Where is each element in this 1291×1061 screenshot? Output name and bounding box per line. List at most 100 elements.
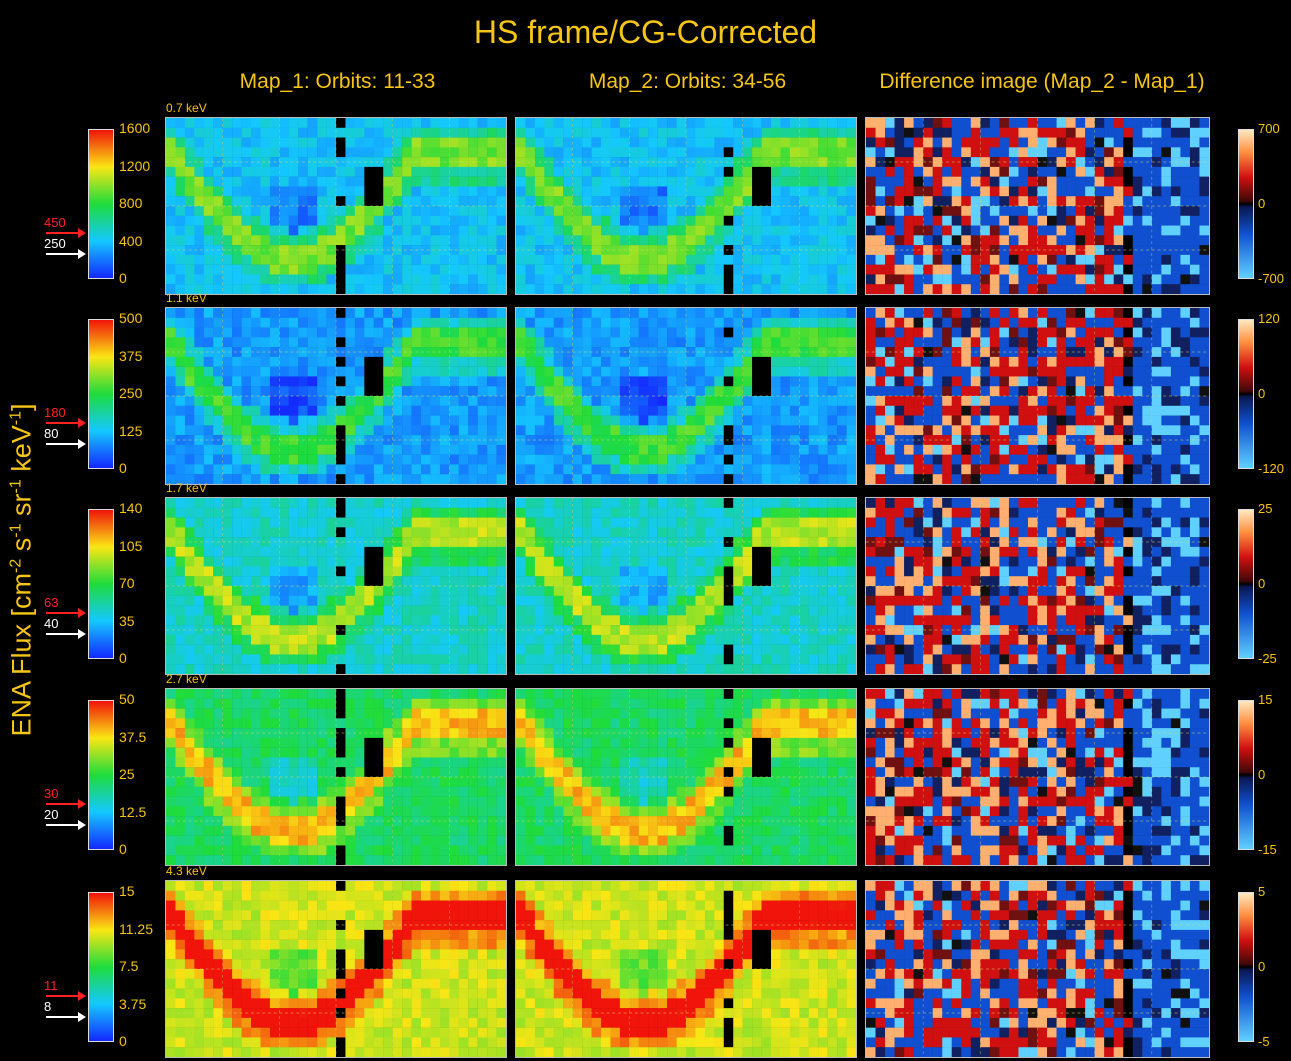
colorbar-tick-label: 500 bbox=[119, 310, 143, 326]
column-header-map1: Map_1: Orbits: 11-33 bbox=[239, 70, 436, 93]
map1-panel bbox=[165, 497, 507, 675]
difference-tick-label: -15 bbox=[1258, 842, 1277, 857]
colorbar-tick-label: 375 bbox=[119, 347, 143, 364]
red-threshold-marker: 11 bbox=[44, 978, 58, 993]
difference-tick-label: -25 bbox=[1258, 651, 1277, 666]
difference-tick-label: 0 bbox=[1258, 386, 1266, 401]
colorbar-tick-label: 0 bbox=[119, 1033, 127, 1049]
sky-map-image bbox=[166, 881, 506, 1057]
red-arrow-icon bbox=[46, 228, 86, 238]
red-threshold-marker: 180 bbox=[44, 405, 66, 420]
colorbar-tick-label: 0 bbox=[119, 270, 127, 286]
red-arrow-icon bbox=[46, 418, 86, 428]
sky-map-image bbox=[516, 308, 856, 484]
difference-tick-label: 120 bbox=[1258, 311, 1280, 326]
column-header-map2: Map_2: Orbits: 34-56 bbox=[588, 70, 787, 93]
difference-tick-label: -120 bbox=[1258, 461, 1285, 476]
difference-tick-label: 0 bbox=[1258, 767, 1266, 782]
white-arrow-icon bbox=[46, 629, 86, 639]
difference-colorbar bbox=[1238, 319, 1254, 469]
figure-title: HS frame/CG-Corrected bbox=[473, 14, 818, 50]
colorbar-tick-label: 105 bbox=[119, 537, 143, 554]
sky-map-image bbox=[516, 689, 856, 865]
flux-colorbar bbox=[88, 509, 114, 659]
difference-tick-label: 0 bbox=[1258, 959, 1266, 974]
sky-map-image bbox=[866, 689, 1209, 865]
sky-map-image bbox=[166, 689, 506, 865]
difference-tick-label: -5 bbox=[1258, 1034, 1270, 1049]
difference-map-panel bbox=[865, 307, 1210, 485]
difference-tick-label: -700 bbox=[1258, 271, 1285, 286]
difference-tick-label: 25 bbox=[1258, 501, 1273, 516]
white-arrow-icon bbox=[46, 1012, 86, 1022]
red-threshold-marker: 30 bbox=[44, 786, 59, 801]
sky-map-image bbox=[166, 118, 506, 294]
difference-tick-label: 15 bbox=[1258, 692, 1273, 707]
sky-map-image bbox=[866, 498, 1209, 674]
colorbar-tick-label: 70 bbox=[119, 575, 135, 591]
sky-map-image bbox=[516, 118, 856, 294]
white-arrow-icon bbox=[46, 439, 86, 449]
colorbar-tick-label: 3.75 bbox=[119, 995, 147, 1012]
white-threshold-marker: 8 bbox=[44, 999, 52, 1014]
sky-map-image bbox=[866, 308, 1209, 484]
colorbar-tick-label: 35 bbox=[119, 612, 135, 629]
map1-panel bbox=[165, 307, 507, 485]
energy-label: 1.1 keV bbox=[166, 291, 207, 305]
colorbar-tick-label: 800 bbox=[119, 195, 143, 211]
map1-panel bbox=[165, 688, 507, 866]
sky-map-image bbox=[166, 498, 506, 674]
difference-tick-label: 5 bbox=[1258, 884, 1266, 899]
flux-colorbar bbox=[88, 892, 114, 1042]
flux-colorbar bbox=[88, 129, 114, 279]
colorbar-tick-label: 37.5 bbox=[119, 728, 147, 745]
sky-map-image bbox=[866, 118, 1209, 294]
colorbar-tick-label: 25 bbox=[119, 766, 135, 782]
map2-panel bbox=[515, 497, 857, 675]
difference-tick-label: 700 bbox=[1258, 121, 1280, 136]
colorbar-tick-label: 250 bbox=[119, 385, 143, 401]
sky-map-image bbox=[166, 308, 506, 484]
map2-panel bbox=[515, 117, 857, 295]
red-threshold-marker: 63 bbox=[44, 595, 59, 610]
flux-colorbar bbox=[88, 319, 114, 469]
colorbar-tick-label: 0 bbox=[119, 841, 127, 857]
sky-map-image bbox=[516, 498, 856, 674]
red-threshold-marker: 450 bbox=[44, 215, 66, 230]
colorbar-tick-label: 50 bbox=[119, 691, 135, 707]
difference-colorbar bbox=[1238, 700, 1254, 850]
difference-map-panel bbox=[865, 117, 1210, 295]
difference-colorbar bbox=[1238, 892, 1254, 1042]
white-threshold-marker: 40 bbox=[44, 616, 59, 631]
white-threshold-marker: 80 bbox=[44, 426, 59, 441]
sky-map-image bbox=[866, 881, 1209, 1057]
map2-panel bbox=[515, 880, 857, 1058]
colorbar-tick-label: 15 bbox=[119, 883, 135, 899]
difference-map-panel bbox=[865, 880, 1210, 1058]
energy-label: 4.3 keV bbox=[166, 864, 207, 878]
red-arrow-icon bbox=[46, 799, 86, 809]
difference-colorbar bbox=[1238, 129, 1254, 279]
flux-colorbar bbox=[88, 700, 114, 850]
colorbar-tick-label: 1200 bbox=[119, 157, 151, 174]
white-arrow-icon bbox=[46, 249, 86, 259]
colorbar-tick-label: 7.5 bbox=[119, 958, 139, 974]
column-header-difference: Difference image (Map_2 - Map_1) bbox=[879, 70, 1205, 93]
colorbar-tick-label: 0 bbox=[119, 650, 127, 666]
difference-tick-label: 0 bbox=[1258, 576, 1266, 591]
map1-panel bbox=[165, 880, 507, 1058]
difference-colorbar bbox=[1238, 509, 1254, 659]
white-threshold-marker: 20 bbox=[44, 807, 59, 822]
energy-label: 1.7 keV bbox=[166, 481, 207, 495]
colorbar-tick-label: 140 bbox=[119, 500, 143, 516]
colorbar-tick-label: 400 bbox=[119, 232, 143, 249]
red-arrow-icon bbox=[46, 991, 86, 1001]
map2-panel bbox=[515, 688, 857, 866]
energy-label: 0.7 keV bbox=[166, 101, 207, 115]
white-arrow-icon bbox=[46, 820, 86, 830]
difference-map-panel bbox=[865, 497, 1210, 675]
map2-panel bbox=[515, 307, 857, 485]
map1-panel bbox=[165, 117, 507, 295]
colorbar-tick-label: 0 bbox=[119, 460, 127, 476]
difference-map-panel bbox=[865, 688, 1210, 866]
